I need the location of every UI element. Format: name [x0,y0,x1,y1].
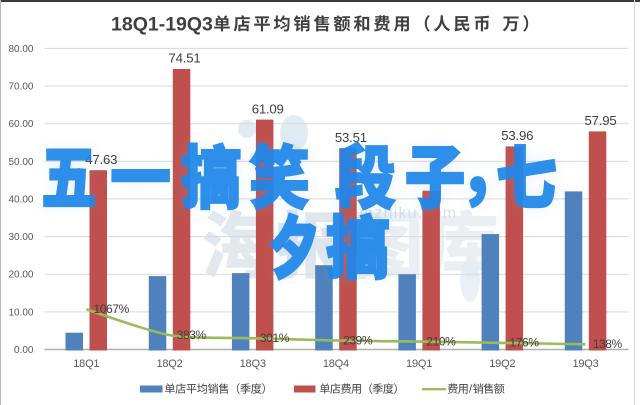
svg-text:30.00: 30.00 [8,232,33,243]
svg-text:176%: 176% [510,336,540,350]
svg-text:80.00: 80.00 [8,44,33,55]
svg-text:18Q1-19Q3: 18Q1-19Q3 [111,14,213,36]
svg-text:18Q2: 18Q2 [156,358,182,370]
svg-text:210%: 210% [426,334,456,348]
svg-text:20.00: 20.00 [8,270,33,281]
svg-text:138%: 138% [593,337,623,351]
svg-text:19Q3: 19Q3 [572,358,598,370]
svg-text:239%: 239% [343,333,373,347]
svg-text:18Q4: 18Q4 [323,358,349,370]
svg-text:61.09: 61.09 [252,101,284,116]
svg-text:60.00: 60.00 [8,119,33,130]
svg-text:19Q2: 19Q2 [489,358,515,370]
svg-text:53.96: 53.96 [501,128,533,143]
svg-text:0.00: 0.00 [14,345,34,356]
svg-text:53.51: 53.51 [335,130,367,145]
svg-text:40.00: 40.00 [8,194,33,205]
svg-text:1067%: 1067% [94,302,130,316]
svg-text:301%: 301% [260,331,290,345]
svg-text:10.00: 10.00 [8,307,33,318]
svg-text:19Q1: 19Q1 [406,358,432,370]
svg-text:/: / [469,384,473,396]
svg-text:18Q3: 18Q3 [240,358,266,370]
svg-text:74.51: 74.51 [168,51,200,66]
svg-text:70.00: 70.00 [8,82,33,93]
svg-text:18Q1: 18Q1 [73,358,99,370]
svg-text:383%: 383% [177,328,207,342]
svg-text:57.95: 57.95 [584,113,616,128]
svg-text:50.00: 50.00 [8,157,33,168]
svg-text:47.63: 47.63 [85,152,117,167]
